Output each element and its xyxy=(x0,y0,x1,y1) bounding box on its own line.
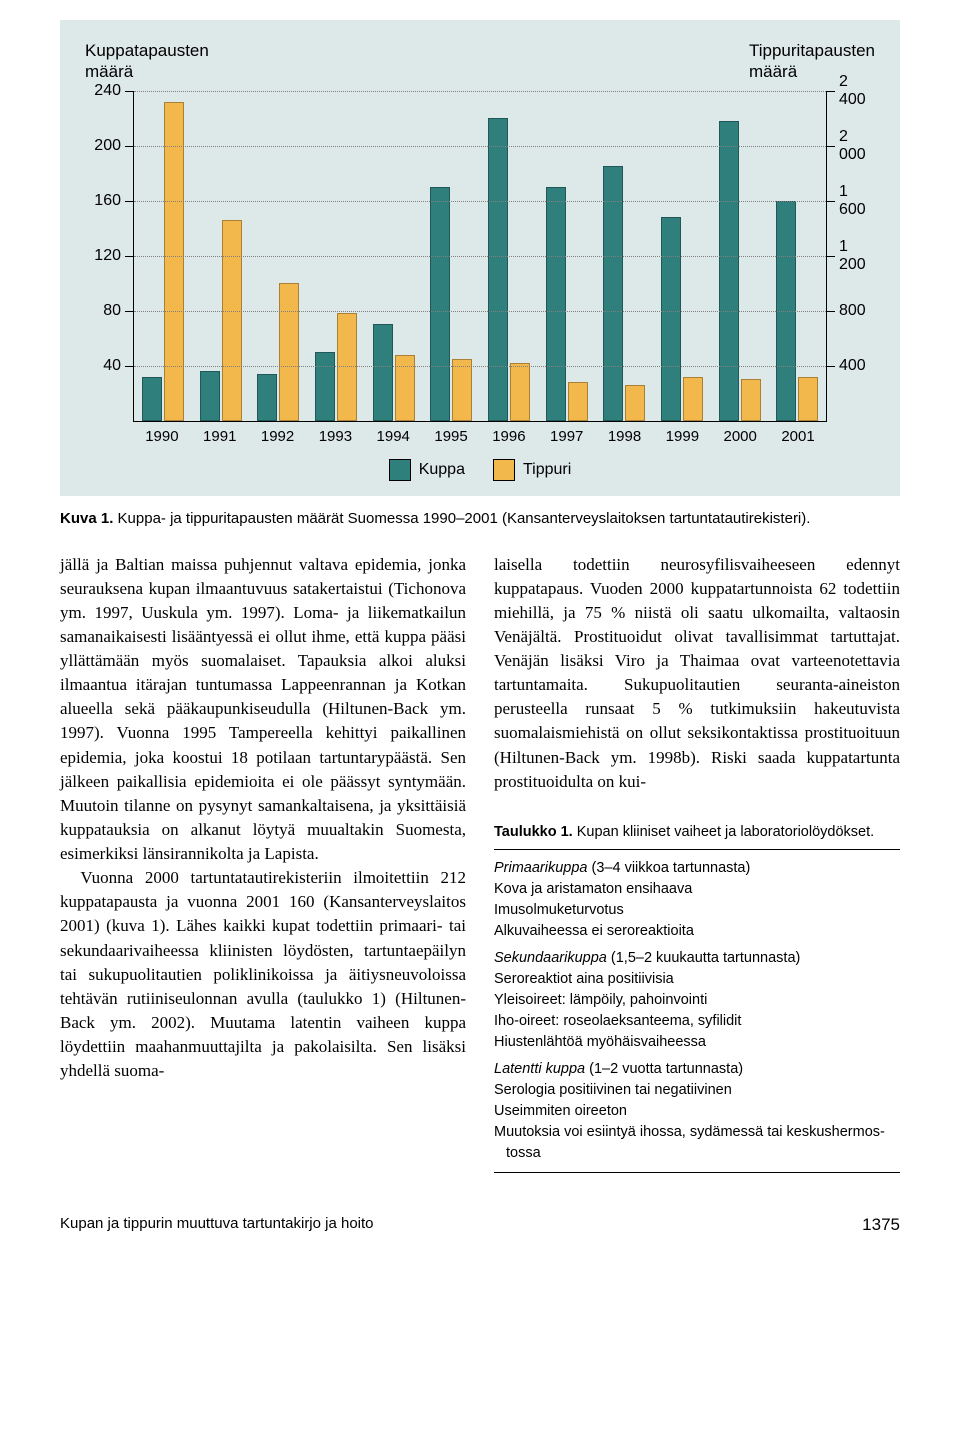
legend-item-kuppa: Kuppa xyxy=(389,459,465,481)
figure-caption-label: Kuva 1. xyxy=(60,510,113,527)
legend-swatch-kuppa xyxy=(389,459,411,481)
bar-kuppa xyxy=(719,121,739,421)
table-section-title: Sekundaarikuppa (1,5–2 kuukautta tartunn… xyxy=(494,948,900,969)
x-label: 1992 xyxy=(249,422,307,445)
table-caption-label: Taulukko 1. xyxy=(494,824,573,840)
table-row: Seroreaktiot aina positiivisia xyxy=(494,969,900,990)
x-label: 1991 xyxy=(191,422,249,445)
figure-caption: Kuva 1. Kuppa- ja tippuritapausten määrä… xyxy=(60,510,900,527)
x-label: 1997 xyxy=(538,422,596,445)
table-row: Alkuvaiheessa ei seroreaktioita xyxy=(494,921,900,942)
bar-tippuri xyxy=(222,220,242,421)
page-number: 1375 xyxy=(862,1215,900,1235)
table-row: Muutoksia voi esiintyä ihossa, sydämessä… xyxy=(494,1122,900,1143)
legend-item-tippuri: Tippuri xyxy=(493,459,571,481)
chart-container: Kuppatapaustenmäärä Tippuritapaustenmäär… xyxy=(60,20,900,496)
table-row: Kova ja aristamaton ensihaava xyxy=(494,879,900,900)
x-label: 1990 xyxy=(133,422,191,445)
bar-tippuri xyxy=(395,355,415,421)
x-label: 1996 xyxy=(480,422,538,445)
legend-label-tippuri: Tippuri xyxy=(523,461,571,479)
x-label: 1998 xyxy=(596,422,654,445)
table-section-title: Primaarikuppa (3–4 viikkoa tartunnasta) xyxy=(494,858,900,879)
bar-kuppa xyxy=(488,118,508,421)
y-left-title: Kuppatapaustenmäärä xyxy=(85,40,209,83)
table-row: Serologia positiivinen tai negatiivinen xyxy=(494,1080,900,1101)
body-paragraph: laisella todettiin neurosyfilisvaiheesee… xyxy=(494,553,900,794)
y-left-label: 240 xyxy=(94,82,121,100)
page-footer: Kupan ja tippurin muuttuva tartuntakirjo… xyxy=(60,1215,900,1235)
bar-kuppa xyxy=(315,352,335,421)
table-row: tossa xyxy=(494,1143,900,1164)
bar-kuppa xyxy=(546,187,566,421)
table-row: Iho-oireet: roseolaeksanteema, syfilidit xyxy=(494,1011,900,1032)
chart-axis-titles: Kuppatapaustenmäärä Tippuritapaustenmäär… xyxy=(85,40,875,83)
legend-swatch-tippuri xyxy=(493,459,515,481)
table-caption-text: Kupan kliiniset vaiheet ja laboratoriolö… xyxy=(577,824,874,840)
chart-legend: Kuppa Tippuri xyxy=(85,459,875,481)
x-label: 1993 xyxy=(306,422,364,445)
bar-tippuri xyxy=(625,385,645,421)
y-left-label: 200 xyxy=(94,137,121,155)
x-label: 1999 xyxy=(653,422,711,445)
table-row: Useimmiten oireeton xyxy=(494,1101,900,1122)
bar-kuppa xyxy=(430,187,450,421)
bar-kuppa xyxy=(373,324,393,420)
bar-tippuri xyxy=(510,363,530,421)
bar-tippuri xyxy=(683,377,703,421)
body-paragraph: jällä ja Baltian maissa puhjennut valtav… xyxy=(60,553,466,867)
chart-plot: 4080120160200240 4008001 2001 6002 0002 … xyxy=(85,91,875,421)
body-paragraph: Vuonna 2000 tartuntatautirekisteriin ilm… xyxy=(60,866,466,1083)
y-left-label: 160 xyxy=(94,192,121,210)
table-1: Taulukko 1. Kupan kliiniset vaiheet ja l… xyxy=(494,822,900,1173)
table-row: Hiustenlähtöä myöhäisvaiheessa xyxy=(494,1032,900,1053)
column-left: jällä ja Baltian maissa puhjennut valtav… xyxy=(60,553,466,1173)
y-right-label: 400 xyxy=(839,357,866,375)
bar-tippuri xyxy=(568,382,588,421)
x-label: 2001 xyxy=(769,422,827,445)
x-label: 1994 xyxy=(364,422,422,445)
bar-kuppa xyxy=(257,374,277,421)
y-right-label: 1 200 xyxy=(839,238,875,274)
bar-tippuri xyxy=(279,283,299,421)
y-axis-right: 4008001 2001 6002 0002 400 xyxy=(827,91,875,421)
y-left-label: 80 xyxy=(103,302,121,320)
y-left-label: 120 xyxy=(94,247,121,265)
bar-tippuri xyxy=(798,377,818,421)
legend-label-kuppa: Kuppa xyxy=(419,461,465,479)
bar-kuppa xyxy=(200,371,220,421)
table-row: Imusolmuketurvotus xyxy=(494,900,900,921)
bar-tippuri xyxy=(164,102,184,421)
body-columns: jällä ja Baltian maissa puhjennut valtav… xyxy=(60,553,900,1173)
y-right-label: 2 400 xyxy=(839,73,875,109)
x-axis: 1990199119921993199419951996199719981999… xyxy=(133,421,827,445)
y-right-label: 1 600 xyxy=(839,183,875,219)
bar-tippuri xyxy=(337,313,357,420)
y-right-label: 800 xyxy=(839,302,866,320)
running-head: Kupan ja tippurin muuttuva tartuntakirjo… xyxy=(60,1215,374,1235)
table-section-title: Latentti kuppa (1–2 vuotta tartunnasta) xyxy=(494,1059,900,1080)
bar-tippuri xyxy=(452,359,472,421)
figure-caption-text: Kuppa- ja tippuritapausten määrät Suomes… xyxy=(118,510,811,527)
y-left-label: 40 xyxy=(103,357,121,375)
x-label: 2000 xyxy=(711,422,769,445)
table-caption: Taulukko 1. Kupan kliiniset vaiheet ja l… xyxy=(494,822,900,843)
y-axis-left: 4080120160200240 xyxy=(85,91,133,421)
table-row: Yleisoireet: lämpöily, pahoinvointi xyxy=(494,990,900,1011)
bar-tippuri xyxy=(741,379,761,420)
bar-kuppa xyxy=(603,166,623,420)
plot-area xyxy=(133,91,827,421)
table-body: Primaarikuppa (3–4 viikkoa tartunnasta)K… xyxy=(494,849,900,1173)
column-right: laisella todettiin neurosyfilisvaiheesee… xyxy=(494,553,900,1173)
bar-kuppa xyxy=(142,377,162,421)
x-label: 1995 xyxy=(422,422,480,445)
y-right-label: 2 000 xyxy=(839,128,875,164)
bar-kuppa xyxy=(661,217,681,421)
